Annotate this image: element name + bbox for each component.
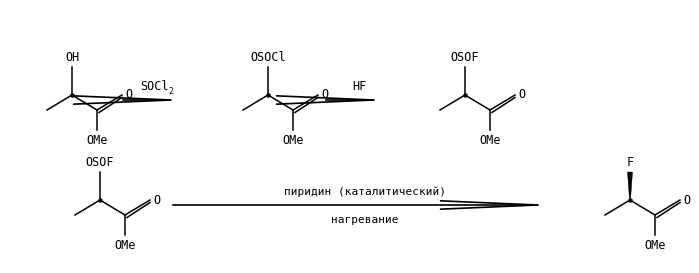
Text: O: O <box>153 194 160 206</box>
Text: OMe: OMe <box>282 134 303 147</box>
Text: OSOF: OSOF <box>451 51 480 64</box>
Text: OMe: OMe <box>480 134 500 147</box>
Text: 2: 2 <box>168 87 173 96</box>
Text: SOCl: SOCl <box>140 80 168 93</box>
Text: O: O <box>683 194 690 206</box>
Text: O: O <box>518 88 525 102</box>
Text: OMe: OMe <box>86 134 108 147</box>
Text: пиридин (каталитический): пиридин (каталитический) <box>284 186 446 197</box>
Text: OSOF: OSOF <box>86 156 114 169</box>
Text: OMe: OMe <box>644 239 665 252</box>
Text: нагревание: нагревание <box>331 215 398 225</box>
Text: OMe: OMe <box>115 239 136 252</box>
Polygon shape <box>628 172 633 200</box>
Text: O: O <box>321 88 328 102</box>
Text: OH: OH <box>65 51 79 64</box>
Text: HF: HF <box>352 80 366 93</box>
Text: F: F <box>626 156 633 169</box>
Text: OSOCl: OSOCl <box>250 51 286 64</box>
Text: O: O <box>125 88 132 102</box>
